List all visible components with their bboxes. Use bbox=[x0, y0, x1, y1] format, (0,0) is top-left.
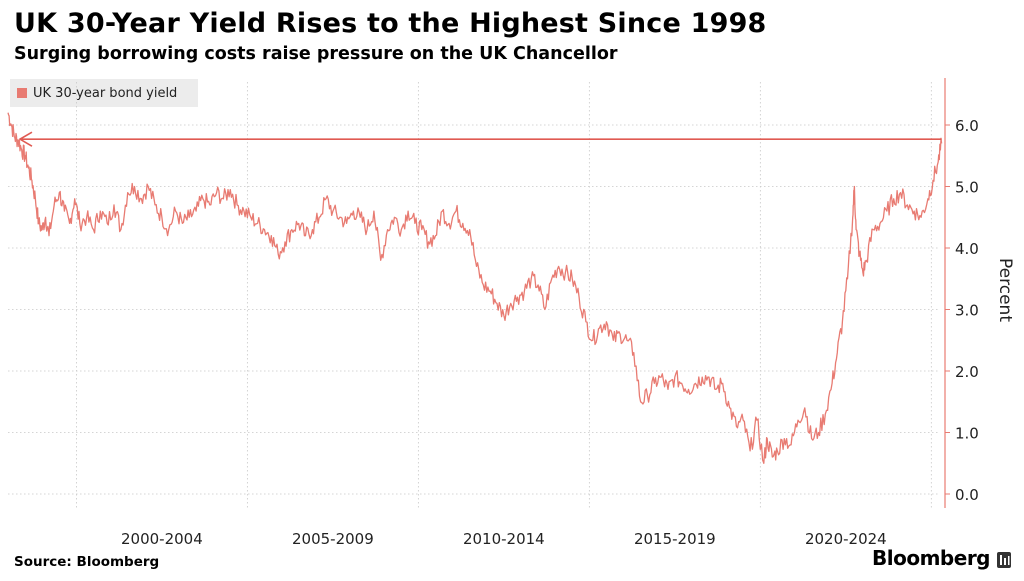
reference-arrowhead bbox=[18, 131, 33, 147]
grid-layer bbox=[8, 82, 939, 508]
bloomberg-terminal-icon bbox=[997, 552, 1011, 568]
x-tick-label: 2010-2014 bbox=[463, 530, 545, 548]
y-tick-label: 2.0 bbox=[955, 363, 979, 381]
legend-swatch bbox=[17, 88, 27, 98]
x-tick-label: 2015-2019 bbox=[634, 530, 716, 548]
y-tick-label: 4.0 bbox=[955, 240, 979, 258]
x-tick-label: 2005-2009 bbox=[292, 530, 374, 548]
axis-layer: 0.0 1.0 2.0 3.0 4.0 5.0 6.0 2000-2004 2005-2009 2… bbox=[121, 78, 979, 548]
reference-layer bbox=[18, 131, 942, 147]
chart-subtitle: Surging borrowing costs raise pressure o… bbox=[14, 44, 618, 64]
chart-title: UK 30-Year Yield Rises to the Highest Si… bbox=[14, 8, 767, 39]
series-line-uk-30-year-bond-yield bbox=[7, 112, 943, 464]
legend-label: UK 30-year bond yield bbox=[33, 85, 178, 101]
y-tick-label: 1.0 bbox=[955, 425, 979, 443]
y-tick-label: 0.0 bbox=[955, 486, 979, 504]
x-tick-label: 2020-2024 bbox=[805, 530, 887, 548]
y-axis-label: Percent bbox=[995, 258, 1015, 322]
x-tick-label: 2000-2004 bbox=[121, 530, 203, 548]
legend: UK 30-year bond yield bbox=[10, 79, 198, 107]
y-tick-label: 5.0 bbox=[955, 179, 979, 197]
brand-logo: Bloomberg bbox=[872, 546, 990, 570]
y-tick-label: 6.0 bbox=[955, 117, 979, 135]
series-layer bbox=[7, 112, 943, 464]
source-note: Source: Bloomberg bbox=[14, 554, 160, 570]
y-tick-label: 3.0 bbox=[955, 302, 979, 320]
